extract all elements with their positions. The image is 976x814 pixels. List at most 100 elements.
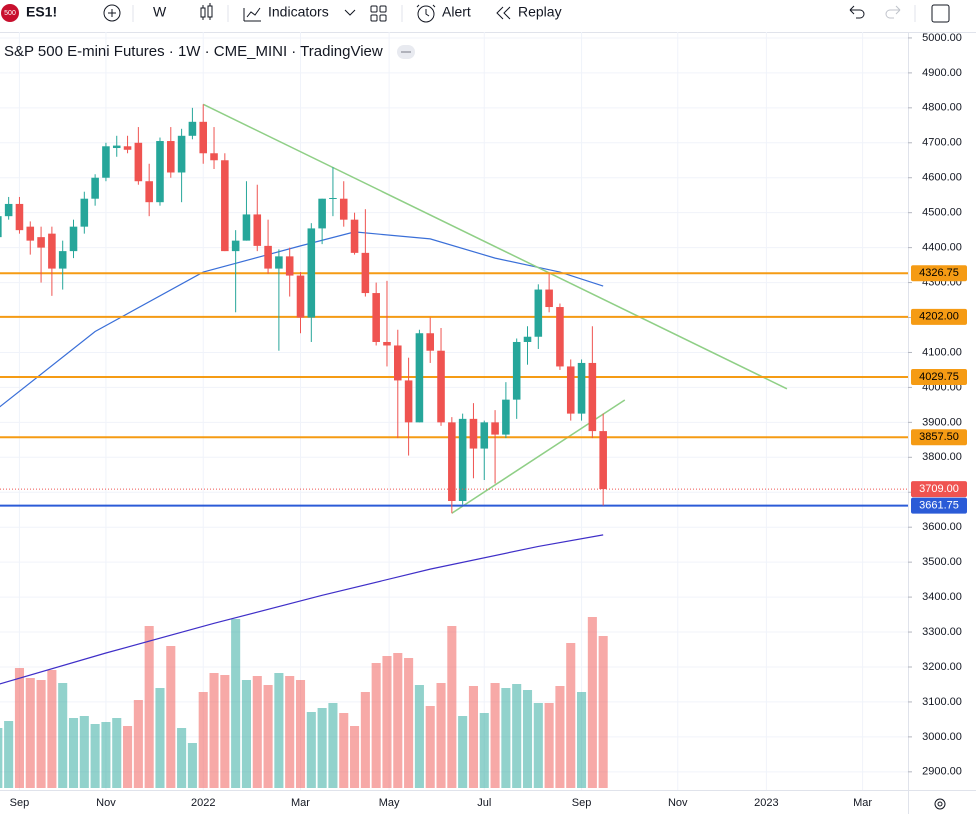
candle-body — [350, 219, 359, 253]
volume-bar — [133, 700, 143, 788]
candle — [264, 219, 272, 274]
last-price-label: 3709.00 — [919, 483, 959, 495]
y-tick-label: 4100.00 — [922, 346, 962, 358]
candle — [188, 107, 197, 140]
trendline — [202, 103, 788, 390]
candle-body — [221, 160, 229, 252]
candle-body — [188, 121, 197, 136]
candle-body — [577, 362, 586, 414]
candle-body — [275, 256, 283, 269]
candle-body — [588, 362, 597, 432]
volume-bar — [360, 692, 370, 788]
candle — [404, 357, 413, 456]
candle-body — [199, 121, 208, 154]
y-tick-label: 3500.00 — [922, 556, 962, 568]
candle — [394, 329, 402, 439]
candle-body — [210, 153, 218, 161]
candle — [145, 163, 153, 217]
volume-bar — [252, 676, 262, 788]
y-tick-label: 4500.00 — [922, 207, 962, 219]
x-tick-label: Sep — [572, 797, 592, 809]
candle-body — [566, 366, 575, 414]
y-tick-label: 3100.00 — [922, 696, 962, 708]
candle — [58, 240, 67, 290]
alert-button[interactable]: Alert — [442, 4, 471, 20]
volume-bar — [0, 728, 3, 788]
candle-body — [512, 341, 521, 400]
candle — [577, 359, 586, 421]
replay-button[interactable]: Replay — [518, 4, 562, 20]
candle-body — [231, 240, 240, 252]
replay-icon[interactable] — [496, 6, 511, 20]
volume-bar — [79, 716, 89, 788]
candle-body — [69, 226, 78, 252]
candle — [15, 196, 24, 234]
candle — [156, 137, 164, 206]
volume-bar — [566, 643, 576, 788]
legend-toggle[interactable] — [397, 45, 415, 59]
y-tick-label: 4400.00 — [922, 242, 962, 254]
candle-body — [26, 226, 35, 241]
alert-icon[interactable] — [416, 4, 436, 23]
fullscreen-button[interactable] — [931, 4, 950, 23]
candle — [123, 135, 132, 154]
volume-bar — [339, 713, 349, 788]
y-tick-label: 3800.00 — [922, 451, 962, 463]
candle — [437, 328, 445, 426]
candle — [177, 128, 186, 203]
symbol-badge[interactable] — [1, 4, 19, 22]
price-level-label: 4029.75 — [919, 371, 959, 383]
chart-type-button[interactable] — [200, 3, 213, 20]
candle-body — [426, 333, 435, 351]
indicators-button[interactable]: Indicators — [268, 4, 329, 20]
candle-body — [502, 399, 510, 435]
interval[interactable]: W — [153, 4, 167, 20]
volume-bar — [112, 718, 122, 788]
volume-bar — [306, 712, 316, 788]
candle — [275, 249, 283, 351]
candle — [210, 127, 218, 169]
y-tick-label: 3900.00 — [922, 416, 962, 428]
candle — [199, 104, 208, 164]
candle — [26, 221, 35, 255]
price-level-tag — [911, 308, 967, 325]
candle-body — [80, 198, 89, 227]
candle — [69, 219, 78, 259]
candle — [469, 403, 478, 479]
templates-button[interactable] — [370, 5, 387, 22]
candle-body — [58, 251, 67, 269]
candle — [242, 181, 251, 241]
symbol[interactable]: ES1! — [26, 4, 57, 20]
candle-body — [556, 307, 564, 367]
candle — [307, 223, 316, 342]
y-tick-label: 4700.00 — [922, 137, 962, 149]
candle-body — [448, 422, 456, 501]
candle — [329, 167, 337, 217]
candle-body — [329, 197, 337, 199]
candle-body — [545, 289, 553, 308]
trendline — [451, 399, 626, 514]
last-price-tag — [911, 481, 967, 498]
candle — [502, 382, 510, 439]
redo-button[interactable] — [885, 5, 901, 19]
candle — [253, 184, 262, 252]
compare-button[interactable] — [103, 4, 121, 22]
x-tick-label: Mar — [291, 797, 310, 809]
indicators-icon[interactable] — [243, 7, 261, 22]
indicators-dropdown[interactable] — [344, 9, 356, 16]
volume-bar — [47, 670, 57, 788]
candle-body — [15, 203, 24, 231]
volume-bar — [209, 673, 219, 788]
volume-bar — [166, 646, 176, 788]
volume-bar — [231, 619, 241, 788]
price-level-tag — [911, 369, 967, 386]
settings-button[interactable] — [934, 798, 946, 810]
candle — [372, 282, 380, 346]
undo-button[interactable] — [849, 5, 865, 19]
y-tick-label: 4900.00 — [922, 67, 962, 79]
candle-body — [339, 198, 348, 220]
candle — [512, 338, 521, 419]
candle-body — [0, 216, 2, 238]
